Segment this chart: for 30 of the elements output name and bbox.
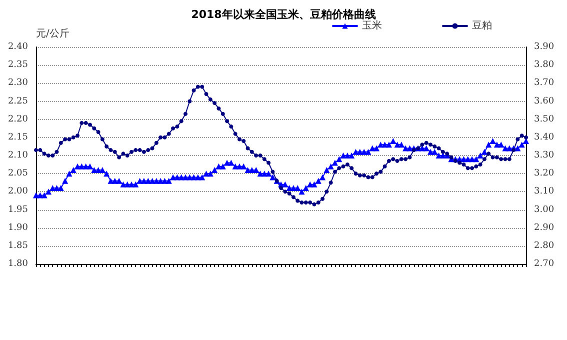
- y-tick-label: 1.90: [8, 222, 28, 233]
- y2-tick-label: 2.80: [534, 240, 554, 251]
- y2-tick-label: 3.20: [534, 168, 554, 179]
- y-tick-label: 2.10: [8, 150, 28, 160]
- y-tick-label: 2.25: [8, 96, 28, 106]
- legend-label: 玉米: [362, 20, 382, 32]
- y2-tick-label: 3.50: [534, 114, 554, 124]
- y2-tick-label: 3.30: [534, 150, 554, 160]
- y2-tick-label: 3.10: [534, 186, 554, 197]
- y-tick-label: 1.95: [8, 204, 28, 215]
- y2-tick-label: 3.70: [534, 78, 554, 88]
- y-tick-label: 2.15: [8, 132, 28, 142]
- y-tick-label: 2.40: [8, 42, 28, 52]
- y-tick-label: 2.20: [8, 114, 28, 124]
- y2-tick-label: 2.90: [534, 222, 554, 233]
- y-tick-label: 1.85: [8, 240, 28, 251]
- y-tick-label: 2.35: [8, 60, 28, 70]
- y-axis-title: 元/公斤: [36, 28, 70, 40]
- y2-tick-label: 3.80: [534, 60, 554, 70]
- y-tick-label: 2.05: [8, 168, 28, 179]
- y-tick-label: 2.30: [8, 78, 28, 88]
- y-tick-label: 1.80: [8, 259, 28, 269]
- legend-label: 豆粕: [472, 20, 492, 32]
- y2-tick-label: 3.90: [534, 42, 554, 52]
- chart-title: 2018年以来全国玉米、豆粕价格曲线: [191, 8, 376, 21]
- y-tick-label: 2.00: [8, 186, 28, 197]
- y2-tick-label: 2.70: [534, 259, 554, 269]
- y2-tick-label: 3.40: [534, 132, 554, 142]
- y2-tick-label: 3.60: [534, 96, 554, 106]
- y2-tick-label: 3.00: [534, 204, 554, 215]
